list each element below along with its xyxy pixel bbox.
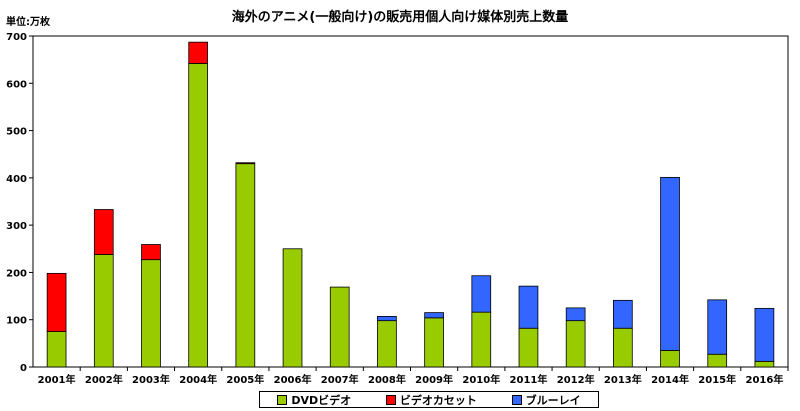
bar-bluray bbox=[754, 307, 775, 362]
y-tick-label: 300 bbox=[6, 221, 27, 232]
bar-videocassette bbox=[93, 209, 114, 255]
bar-dvd bbox=[141, 259, 161, 368]
chart-title: 海外のアニメ(一般向け)の販売用個人向け媒体別売上数量 bbox=[231, 10, 569, 25]
bar-dvd bbox=[613, 327, 633, 368]
bars bbox=[46, 41, 775, 368]
bar-dvd bbox=[471, 311, 492, 368]
x-tick-label: 2003年 bbox=[132, 373, 170, 386]
y-tick-label: 600 bbox=[6, 79, 27, 90]
bar-dvd bbox=[754, 360, 775, 368]
bar-dvd bbox=[518, 327, 539, 368]
bar-dvd bbox=[235, 163, 256, 368]
unit-label: 単位:万枚 bbox=[6, 17, 50, 28]
x-tick-label: 2013年 bbox=[604, 373, 642, 386]
y-tick-label: 400 bbox=[6, 174, 27, 185]
legend-label-bluray: ブルーレイ bbox=[525, 393, 581, 407]
legend-swatch-dvd bbox=[277, 394, 288, 405]
bar-videocassette bbox=[235, 162, 256, 165]
legend: DVDビデオ ビデオカセット ブルーレイ bbox=[259, 391, 599, 408]
bar-dvd bbox=[707, 353, 728, 368]
y-ticks: 0 100 200 300 400 500 600 700 bbox=[6, 32, 33, 374]
legend-item-dvd: DVDビデオ bbox=[277, 392, 351, 408]
bar-dvd bbox=[46, 331, 67, 368]
bar-bluray bbox=[660, 176, 680, 351]
bar-dvd bbox=[565, 320, 586, 368]
x-ticks: 2001年 2002年 2003年 2004年 2005年 2006年 2007年 2008年… bbox=[38, 367, 789, 386]
y-tick-label: 200 bbox=[6, 268, 27, 279]
bar-dvd bbox=[93, 254, 114, 368]
x-tick-label: 2001年 bbox=[38, 373, 76, 386]
bar-bluray bbox=[471, 275, 492, 313]
x-tick-label: 2009年 bbox=[415, 373, 453, 386]
x-tick-label: 2012年 bbox=[557, 373, 595, 386]
x-tick-label: 2015年 bbox=[698, 373, 736, 386]
bar-bluray bbox=[424, 312, 444, 319]
bar-dvd bbox=[282, 248, 303, 368]
bar-dvd bbox=[660, 350, 680, 368]
bar-bluray bbox=[565, 307, 586, 322]
x-tick-label: 2002年 bbox=[85, 373, 123, 386]
bar-videocassette bbox=[188, 41, 208, 64]
y-tick-label: 500 bbox=[6, 127, 27, 138]
legend-label-videocassette: ビデオカセット bbox=[399, 393, 477, 407]
bar-bluray bbox=[707, 299, 728, 355]
y-tick-label: 0 bbox=[20, 363, 27, 374]
legend-label-dvd: DVDビデオ bbox=[291, 393, 352, 407]
x-tick-label: 2004年 bbox=[179, 373, 217, 386]
x-tick-label: 2005年 bbox=[226, 373, 264, 386]
x-tick-label: 2011年 bbox=[510, 373, 548, 386]
bar-dvd bbox=[188, 63, 208, 368]
legend-swatch-bluray bbox=[511, 394, 522, 405]
bar-videocassette bbox=[141, 244, 161, 261]
bar-bluray bbox=[613, 299, 633, 329]
legend-item-videocassette: ビデオカセット bbox=[385, 392, 477, 408]
x-tick-label: 2014年 bbox=[651, 373, 689, 386]
x-tick-label: 2007年 bbox=[321, 373, 359, 386]
bar-bluray bbox=[377, 316, 397, 322]
bar-dvd bbox=[424, 317, 444, 368]
legend-item-bluray: ブルーレイ bbox=[511, 392, 581, 408]
legend-swatch-videocassette bbox=[385, 394, 396, 405]
y-tick-label: 700 bbox=[6, 32, 27, 43]
bar-bluray bbox=[518, 285, 539, 329]
y-tick-label: 100 bbox=[6, 316, 27, 327]
x-tick-label: 2006年 bbox=[274, 373, 312, 386]
x-tick-label: 2016年 bbox=[745, 373, 783, 386]
x-tick-label: 2010年 bbox=[462, 373, 500, 386]
bar-dvd bbox=[377, 320, 397, 368]
bar-dvd bbox=[329, 286, 350, 368]
x-tick-label: 2008年 bbox=[368, 373, 406, 386]
bar-videocassette bbox=[46, 272, 67, 332]
